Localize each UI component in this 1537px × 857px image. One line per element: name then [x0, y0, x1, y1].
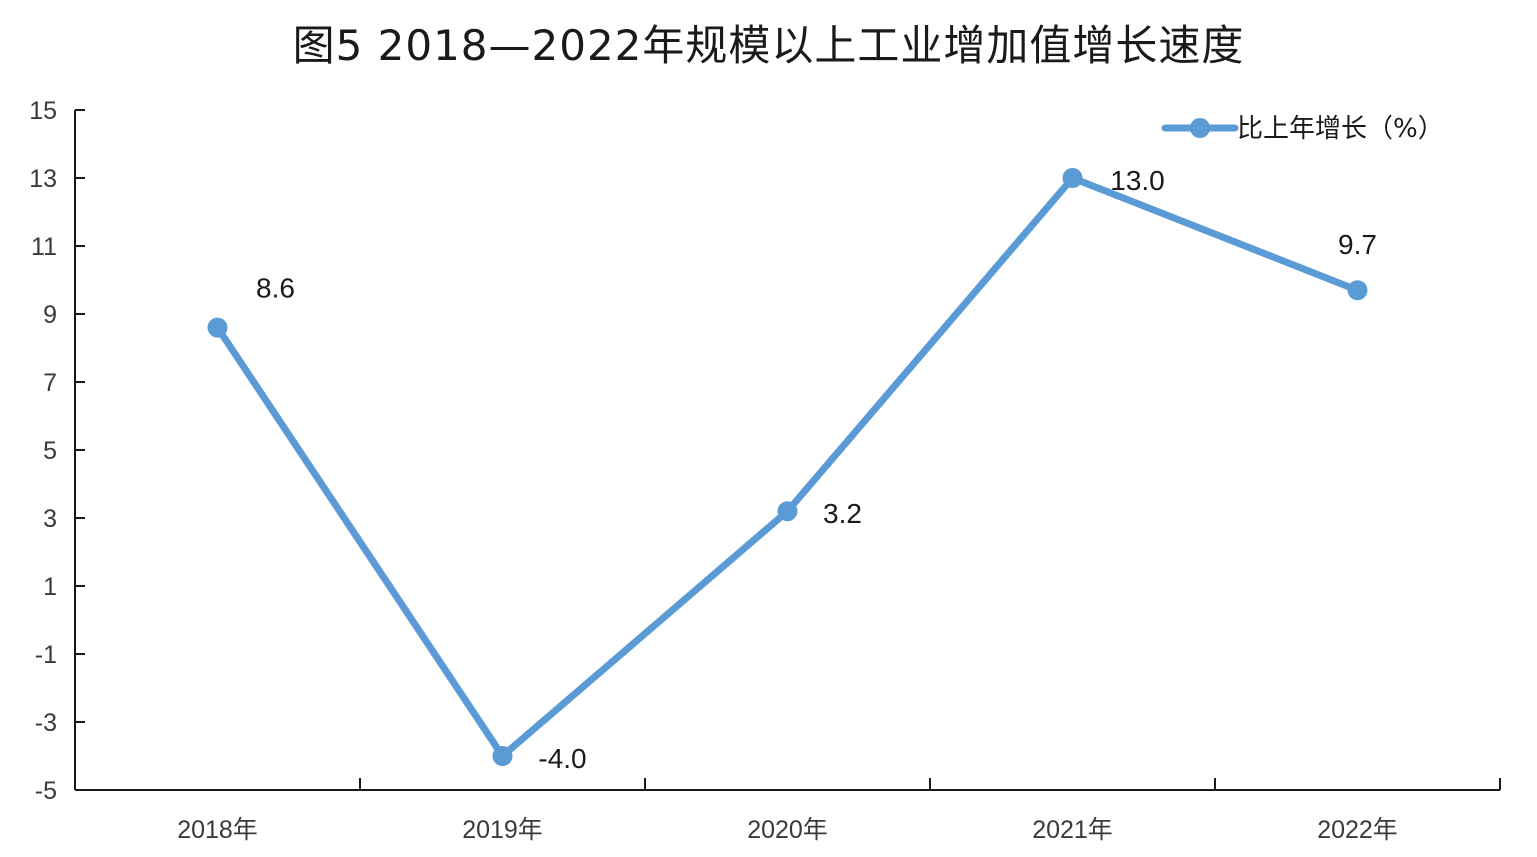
series-group: 8.6 -4.0 3.2 13.0 9.7	[207, 165, 1377, 774]
y-tick-label: -3	[35, 709, 57, 737]
series-line	[214, 174, 1361, 760]
y-tick-label: 3	[43, 505, 57, 533]
x-tick-label: 2018年	[177, 816, 258, 844]
x-tick-label: 2020年	[747, 816, 828, 844]
y-tick-label: 11	[31, 233, 57, 261]
legend: 比上年增长（%）	[1161, 114, 1444, 144]
x-axis: 2018年 2019年 2020年 2021年 2022年	[74, 778, 1501, 844]
x-tick-label: 2022年	[1317, 816, 1398, 844]
y-tick-label: 7	[43, 369, 57, 397]
legend-marker	[1190, 118, 1210, 138]
x-tick-label: 2019年	[462, 816, 543, 844]
data-point	[207, 317, 228, 338]
data-point	[1347, 280, 1368, 301]
y-tick-label: -5	[35, 777, 57, 805]
y-tick-label: -1	[35, 641, 57, 669]
data-label: 3.2	[823, 498, 862, 529]
y-tick-label: 9	[43, 301, 57, 329]
y-tick-label: 1	[43, 573, 57, 601]
data-point	[1062, 168, 1083, 188]
y-tick-label: 15	[29, 97, 57, 125]
data-label: 13.0	[1110, 165, 1165, 196]
data-label: 8.6	[256, 273, 295, 304]
chart-title: 图5 2018—2022年规模以上工业增加值增长速度	[292, 21, 1245, 70]
y-tick-label: 5	[43, 437, 57, 465]
data-point	[492, 746, 513, 766]
y-tick-label: 13	[29, 165, 57, 193]
data-label: 9.7	[1338, 229, 1377, 260]
data-label: -4.0	[538, 743, 586, 774]
data-point	[777, 501, 798, 522]
legend-label: 比上年增长（%）	[1237, 114, 1444, 144]
x-tick-label: 2021年	[1032, 816, 1113, 844]
